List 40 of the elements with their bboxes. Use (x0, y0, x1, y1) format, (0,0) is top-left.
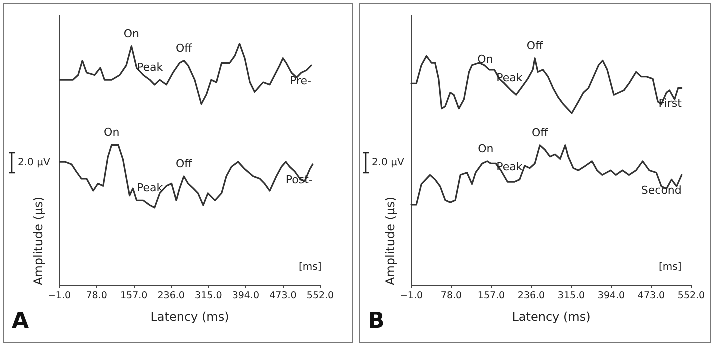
annotation: Off (176, 158, 193, 171)
annotation: On (478, 53, 494, 66)
annotation: Peak (137, 182, 164, 195)
x-tick-label: −1.0 (400, 290, 424, 302)
y-axis-title: Amplitude (μs) (384, 196, 398, 286)
annotation: Peak (137, 61, 164, 74)
x-tick-label: 315.0 (195, 290, 222, 302)
annotation: On (124, 27, 140, 40)
x-tick-label: 473.0 (638, 290, 666, 302)
x-tick-label: 552.0 (678, 290, 706, 302)
series-label: Pre- (290, 74, 312, 88)
x-axis-title: Latency (ms) (150, 310, 230, 324)
annotation: Off (532, 126, 549, 140)
x-tick-label: 394.0 (598, 290, 626, 302)
x-tick-label: 78.0 (86, 290, 108, 302)
annotation: [ms] (659, 262, 682, 273)
text: A (12, 309, 30, 334)
x-tick-label: 394.0 (232, 290, 260, 302)
y-axis-title: Amplitude (μs) (32, 196, 46, 286)
annotation: [ms] (299, 262, 322, 273)
x-tick-label: 78.0 (440, 290, 462, 302)
x-tick-label: 157.0 (120, 290, 148, 302)
series-label: Second (641, 184, 682, 198)
series-label: First (658, 97, 683, 110)
text: B (368, 309, 385, 334)
text: 2.0 μV (372, 158, 404, 169)
annotation: On (478, 142, 494, 156)
series-label: Post- (286, 173, 313, 186)
x-tick-label: 473.0 (270, 290, 297, 302)
x-tick-label: 236.0 (158, 290, 185, 302)
x-axis-title: Latency (ms) (512, 310, 591, 324)
x-tick-label: 315.0 (558, 290, 586, 302)
x-tick-label: 552.0 (306, 290, 334, 302)
text: 2.0 μV (18, 158, 50, 169)
x-tick-label: 157.0 (478, 290, 506, 302)
x-tick-label: −1.0 (48, 290, 72, 302)
annotation: Off (526, 39, 544, 52)
annotation: On (104, 126, 120, 140)
x-tick-label: 236.0 (518, 290, 546, 302)
annotation: Off (176, 42, 193, 55)
